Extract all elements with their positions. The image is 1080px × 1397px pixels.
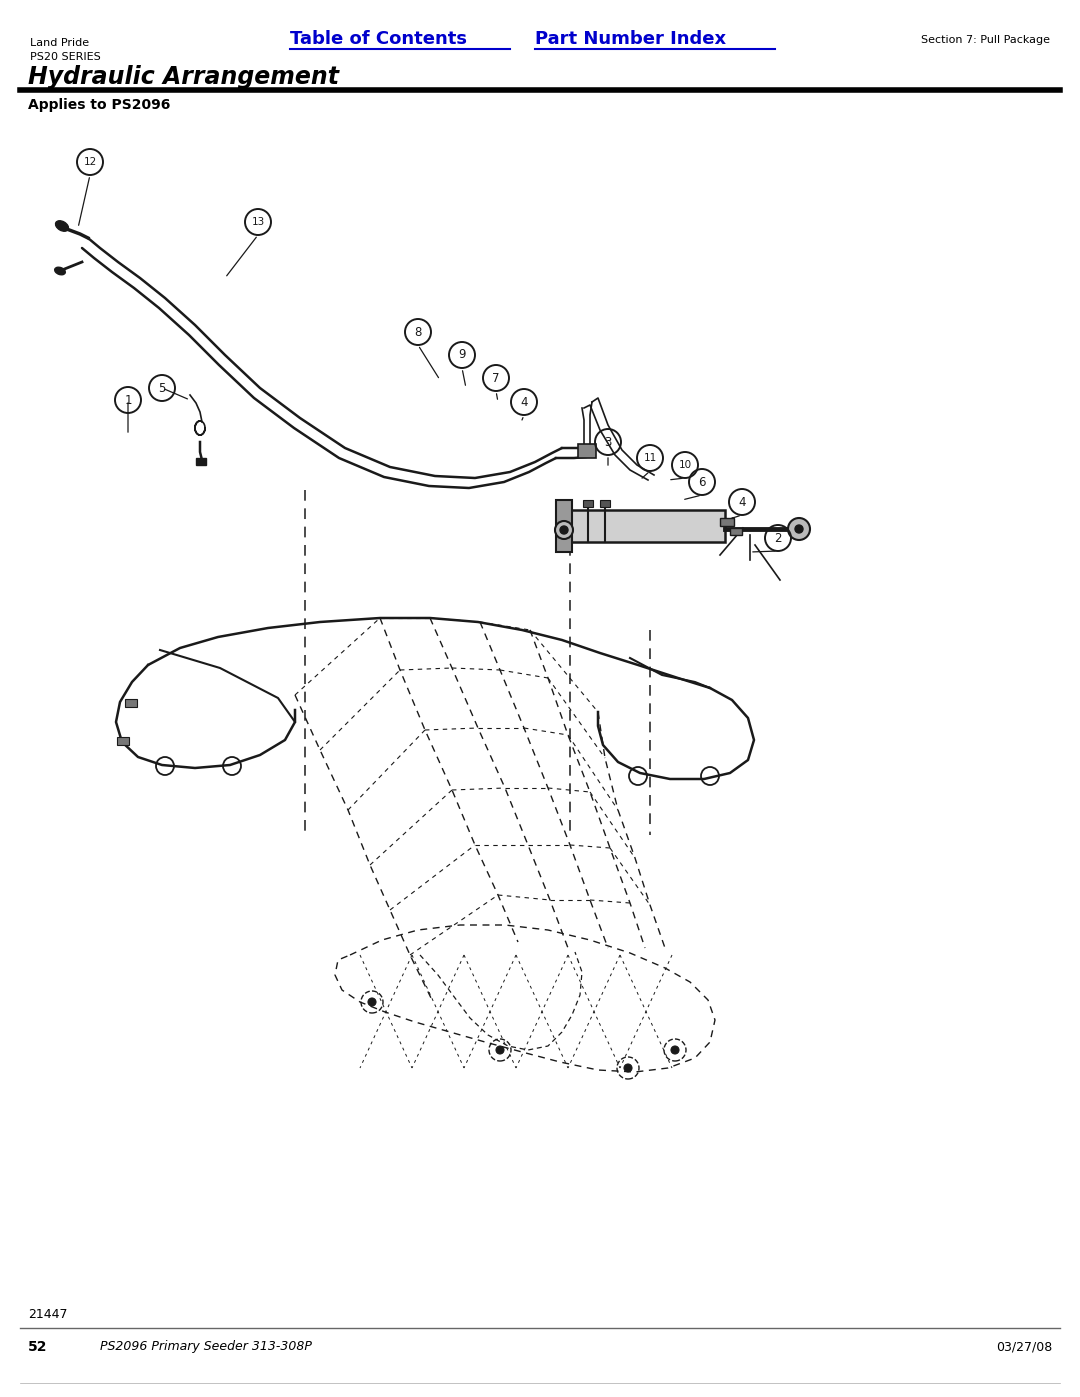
Circle shape (496, 1046, 504, 1053)
Text: Hydraulic Arrangement: Hydraulic Arrangement (28, 66, 339, 89)
Text: 4: 4 (521, 395, 528, 408)
Text: Part Number Index: Part Number Index (535, 29, 726, 47)
Text: 1: 1 (124, 394, 132, 407)
Text: 4: 4 (739, 496, 746, 509)
Bar (556, 500, 572, 552)
Bar (195, 458, 206, 465)
Text: 9: 9 (458, 348, 465, 362)
Text: 6: 6 (699, 475, 705, 489)
Bar (117, 738, 129, 745)
Bar (600, 500, 610, 507)
FancyBboxPatch shape (578, 444, 596, 458)
Text: 8: 8 (415, 326, 421, 338)
Text: PS2096 Primary Seeder 313-308P: PS2096 Primary Seeder 313-308P (100, 1340, 312, 1354)
Text: 52: 52 (28, 1340, 48, 1354)
Circle shape (555, 521, 573, 539)
Ellipse shape (55, 221, 68, 232)
Text: 5: 5 (159, 381, 165, 394)
Text: 13: 13 (252, 217, 265, 226)
Circle shape (624, 1065, 632, 1071)
Circle shape (788, 518, 810, 541)
Text: 2: 2 (774, 531, 782, 545)
Bar (570, 510, 725, 542)
Text: Applies to PS2096: Applies to PS2096 (28, 98, 171, 112)
Bar (720, 518, 734, 527)
Text: 12: 12 (83, 156, 96, 168)
Text: PS20 SERIES: PS20 SERIES (30, 52, 100, 61)
Bar (125, 698, 137, 707)
Text: 10: 10 (678, 460, 691, 469)
Circle shape (671, 1046, 679, 1053)
Text: 03/27/08: 03/27/08 (996, 1340, 1052, 1354)
Bar (583, 500, 593, 507)
Text: Land Pride: Land Pride (30, 38, 90, 47)
Ellipse shape (55, 267, 65, 275)
Text: 7: 7 (492, 372, 500, 384)
Circle shape (795, 525, 804, 534)
Circle shape (368, 997, 376, 1006)
Text: 21447: 21447 (28, 1308, 67, 1322)
Bar (730, 528, 742, 535)
Circle shape (561, 527, 568, 534)
Text: 11: 11 (644, 453, 657, 462)
Text: Section 7: Pull Package: Section 7: Pull Package (921, 35, 1050, 45)
Text: 3: 3 (605, 436, 611, 448)
Text: Table of Contents: Table of Contents (291, 29, 467, 47)
